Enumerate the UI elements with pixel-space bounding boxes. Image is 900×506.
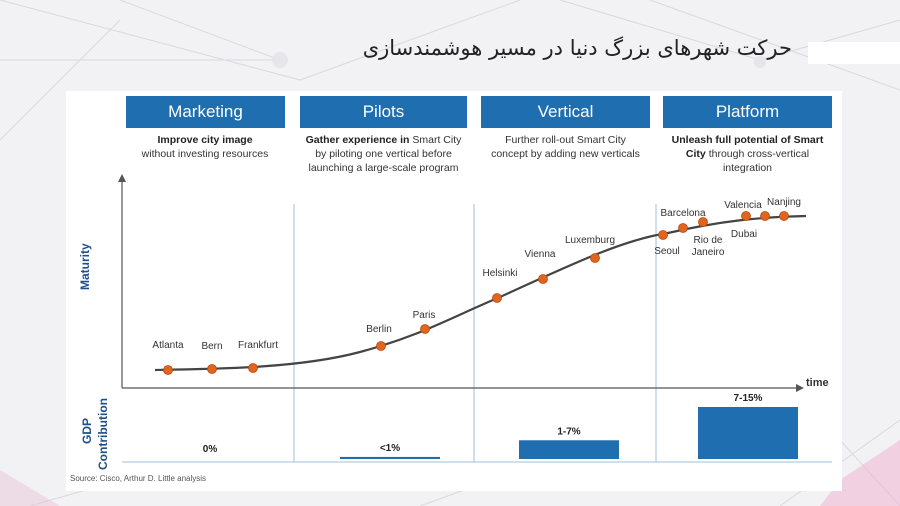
maturity-axis-label: Maturity	[78, 243, 92, 290]
city-label: Luxemburg	[565, 235, 615, 246]
city-marker	[678, 223, 688, 233]
city-marker	[163, 365, 173, 375]
phase-desc-vertical: Further roll-out Smart City concept by a…	[491, 134, 640, 160]
city-label: Dubai	[731, 229, 757, 240]
city-label: Berlin	[366, 324, 392, 335]
city-label: Barcelona	[660, 208, 705, 219]
gdp-label: <1%	[380, 443, 400, 454]
city-label: Paris	[413, 310, 436, 321]
city-label: Rio de Janeiro	[692, 235, 725, 258]
phase-label: Vertical	[537, 102, 594, 121]
phase-label: Pilots	[362, 102, 405, 121]
phase-desc-marketing: Improve city image without investing reso…	[141, 134, 269, 160]
city-label: Nanjing	[767, 197, 801, 208]
gdp-axis-label: GDP	[80, 417, 94, 444]
city-marker	[538, 274, 548, 284]
phase-label: Marketing	[168, 102, 243, 121]
x-axis-label: time	[806, 377, 829, 389]
gdp-label: 7-15%	[734, 393, 763, 404]
phase-pilots: Pilots	[300, 96, 467, 128]
city-marker	[779, 211, 789, 221]
gdp-label: 0%	[203, 444, 218, 455]
city-label: Helsinki	[482, 268, 517, 279]
city-marker	[492, 293, 502, 303]
phase-platform: Platform	[663, 96, 832, 128]
city-label: Frankfurt	[238, 340, 278, 351]
city-label: Bern	[201, 341, 222, 352]
city-marker	[376, 341, 386, 351]
phase-label: Platform	[715, 102, 780, 121]
city-marker	[741, 211, 751, 221]
city-marker	[590, 253, 600, 263]
gdp-label: 1-7%	[557, 426, 580, 437]
city-label: Atlanta	[152, 340, 184, 351]
gdp-bar	[519, 440, 619, 459]
gdp-bar	[698, 407, 798, 459]
city-marker	[760, 211, 770, 221]
city-marker	[207, 364, 217, 374]
city-marker	[248, 363, 258, 373]
title-decor	[808, 42, 900, 64]
source-note: Source: Cisco, Arthur D. Little analysis	[70, 474, 207, 483]
y-axis-arrow	[118, 174, 126, 182]
phase-marketing: Marketing	[126, 96, 285, 128]
phase-vertical: Vertical	[481, 96, 650, 128]
city-label: Seoul	[654, 246, 680, 257]
x-axis-arrow	[796, 384, 804, 392]
city-marker	[420, 324, 430, 334]
city-label: Vienna	[525, 249, 556, 260]
phase-desc-platform: Unleash full potential of Smart City thr…	[671, 134, 824, 174]
city-marker	[658, 230, 668, 240]
city-marker	[698, 217, 708, 227]
gdp-bar	[340, 456, 440, 459]
city-label: Valencia	[724, 200, 762, 211]
gdp-axis-label-2: Contribution	[96, 398, 110, 470]
page-title: حرکت شهرهای بزرگ دنیا در مسیر هوشمندسازی	[362, 36, 792, 60]
phase-desc-pilots: Gather experience in Smart City by pilot…	[305, 134, 462, 174]
